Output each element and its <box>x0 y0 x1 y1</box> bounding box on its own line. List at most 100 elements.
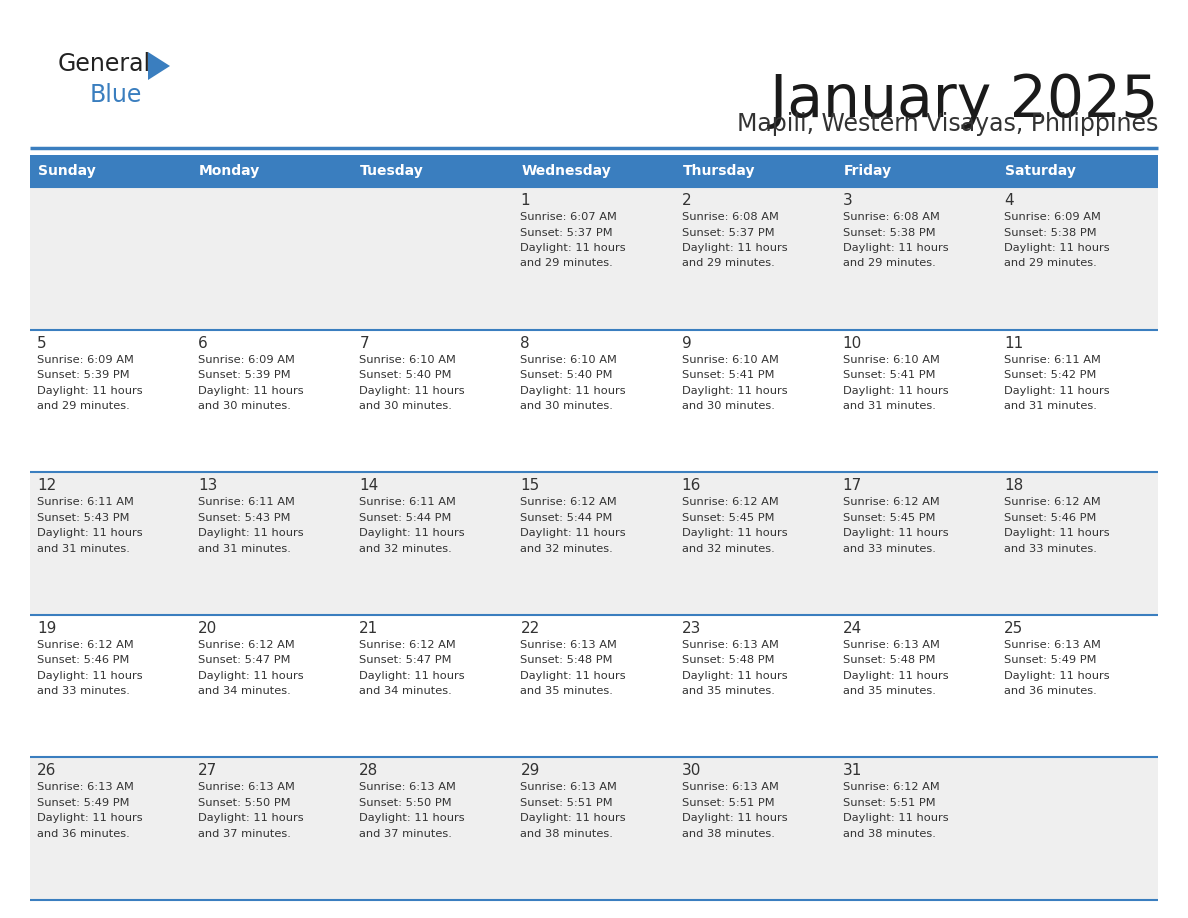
Text: Sunset: 5:41 PM: Sunset: 5:41 PM <box>842 370 935 380</box>
Text: 11: 11 <box>1004 336 1023 351</box>
Text: 13: 13 <box>198 478 217 493</box>
Bar <box>353 155 513 187</box>
Text: Friday: Friday <box>843 164 892 178</box>
Text: Daylight: 11 hours: Daylight: 11 hours <box>198 813 304 823</box>
Text: Sunset: 5:45 PM: Sunset: 5:45 PM <box>682 512 775 522</box>
Text: Sunrise: 6:13 AM: Sunrise: 6:13 AM <box>1004 640 1101 650</box>
Bar <box>30 615 1158 757</box>
Text: 6: 6 <box>198 336 208 351</box>
Text: Sunrise: 6:11 AM: Sunrise: 6:11 AM <box>359 498 456 508</box>
Text: Sunset: 5:47 PM: Sunset: 5:47 PM <box>198 655 291 666</box>
Bar <box>191 155 353 187</box>
Text: and 31 minutes.: and 31 minutes. <box>1004 401 1097 411</box>
Text: Daylight: 11 hours: Daylight: 11 hours <box>520 386 626 396</box>
Text: Sunrise: 6:13 AM: Sunrise: 6:13 AM <box>682 782 778 792</box>
Text: 2: 2 <box>682 193 691 208</box>
Text: Sunrise: 6:13 AM: Sunrise: 6:13 AM <box>359 782 456 792</box>
Text: Sunrise: 6:12 AM: Sunrise: 6:12 AM <box>842 498 940 508</box>
Text: 25: 25 <box>1004 621 1023 636</box>
Text: Daylight: 11 hours: Daylight: 11 hours <box>682 243 788 253</box>
Text: and 34 minutes.: and 34 minutes. <box>359 687 453 696</box>
Text: and 33 minutes.: and 33 minutes. <box>1004 543 1097 554</box>
Text: Sunset: 5:41 PM: Sunset: 5:41 PM <box>682 370 775 380</box>
Text: and 38 minutes.: and 38 minutes. <box>520 829 613 839</box>
Text: and 33 minutes.: and 33 minutes. <box>37 687 129 696</box>
Text: Sunrise: 6:08 AM: Sunrise: 6:08 AM <box>842 212 940 222</box>
Text: Sunrise: 6:12 AM: Sunrise: 6:12 AM <box>1004 498 1100 508</box>
Text: and 35 minutes.: and 35 minutes. <box>842 687 936 696</box>
Text: and 30 minutes.: and 30 minutes. <box>359 401 453 411</box>
Bar <box>835 155 997 187</box>
Text: Daylight: 11 hours: Daylight: 11 hours <box>842 243 948 253</box>
Text: Sunset: 5:43 PM: Sunset: 5:43 PM <box>37 512 129 522</box>
Text: Daylight: 11 hours: Daylight: 11 hours <box>682 671 788 681</box>
Text: Sunset: 5:40 PM: Sunset: 5:40 PM <box>359 370 451 380</box>
Text: Sunset: 5:51 PM: Sunset: 5:51 PM <box>842 798 935 808</box>
Text: Sunset: 5:51 PM: Sunset: 5:51 PM <box>520 798 613 808</box>
Text: and 30 minutes.: and 30 minutes. <box>682 401 775 411</box>
Text: Sunrise: 6:10 AM: Sunrise: 6:10 AM <box>682 354 778 364</box>
Text: Daylight: 11 hours: Daylight: 11 hours <box>359 386 465 396</box>
Text: and 35 minutes.: and 35 minutes. <box>520 687 613 696</box>
Text: 10: 10 <box>842 336 862 351</box>
Text: Sunrise: 6:13 AM: Sunrise: 6:13 AM <box>842 640 940 650</box>
Text: and 38 minutes.: and 38 minutes. <box>842 829 936 839</box>
Text: Sunset: 5:43 PM: Sunset: 5:43 PM <box>198 512 291 522</box>
Text: 23: 23 <box>682 621 701 636</box>
Bar <box>513 155 675 187</box>
Text: Tuesday: Tuesday <box>360 164 424 178</box>
Text: Daylight: 11 hours: Daylight: 11 hours <box>37 813 143 823</box>
Text: Sunset: 5:46 PM: Sunset: 5:46 PM <box>37 655 129 666</box>
Text: Daylight: 11 hours: Daylight: 11 hours <box>842 813 948 823</box>
Text: Daylight: 11 hours: Daylight: 11 hours <box>842 671 948 681</box>
Bar <box>30 330 1158 472</box>
Text: and 33 minutes.: and 33 minutes. <box>842 543 936 554</box>
Text: Sunset: 5:37 PM: Sunset: 5:37 PM <box>520 228 613 238</box>
Text: Sunset: 5:38 PM: Sunset: 5:38 PM <box>1004 228 1097 238</box>
Text: Daylight: 11 hours: Daylight: 11 hours <box>1004 528 1110 538</box>
Text: 29: 29 <box>520 764 539 778</box>
Text: Daylight: 11 hours: Daylight: 11 hours <box>520 528 626 538</box>
Text: Daylight: 11 hours: Daylight: 11 hours <box>198 386 304 396</box>
Text: Daylight: 11 hours: Daylight: 11 hours <box>1004 386 1110 396</box>
Text: Sunrise: 6:09 AM: Sunrise: 6:09 AM <box>1004 212 1101 222</box>
Text: Blue: Blue <box>90 83 143 107</box>
Text: Sunset: 5:44 PM: Sunset: 5:44 PM <box>359 512 451 522</box>
Text: 20: 20 <box>198 621 217 636</box>
Text: 4: 4 <box>1004 193 1013 208</box>
Text: January 2025: January 2025 <box>770 72 1158 129</box>
Text: Sunset: 5:47 PM: Sunset: 5:47 PM <box>359 655 451 666</box>
Text: Sunset: 5:46 PM: Sunset: 5:46 PM <box>1004 512 1097 522</box>
Text: Sunset: 5:48 PM: Sunset: 5:48 PM <box>842 655 935 666</box>
Text: 3: 3 <box>842 193 853 208</box>
Bar <box>997 155 1158 187</box>
Bar <box>30 187 1158 330</box>
Bar <box>30 757 1158 900</box>
Text: 28: 28 <box>359 764 379 778</box>
Text: Sunrise: 6:09 AM: Sunrise: 6:09 AM <box>37 354 134 364</box>
Text: Sunrise: 6:09 AM: Sunrise: 6:09 AM <box>198 354 295 364</box>
Text: Sunrise: 6:12 AM: Sunrise: 6:12 AM <box>359 640 456 650</box>
Text: Sunrise: 6:12 AM: Sunrise: 6:12 AM <box>682 498 778 508</box>
Bar <box>675 155 835 187</box>
Text: Sunset: 5:37 PM: Sunset: 5:37 PM <box>682 228 775 238</box>
Text: Sunrise: 6:12 AM: Sunrise: 6:12 AM <box>520 498 618 508</box>
Text: Sunset: 5:45 PM: Sunset: 5:45 PM <box>842 512 935 522</box>
Text: and 37 minutes.: and 37 minutes. <box>359 829 453 839</box>
Text: Sunrise: 6:11 AM: Sunrise: 6:11 AM <box>37 498 134 508</box>
Text: 7: 7 <box>359 336 369 351</box>
Text: 1: 1 <box>520 193 530 208</box>
Text: Sunset: 5:40 PM: Sunset: 5:40 PM <box>520 370 613 380</box>
Text: Sunrise: 6:07 AM: Sunrise: 6:07 AM <box>520 212 618 222</box>
Text: 5: 5 <box>37 336 46 351</box>
Text: 31: 31 <box>842 764 862 778</box>
Text: 15: 15 <box>520 478 539 493</box>
Text: 12: 12 <box>37 478 56 493</box>
Text: Sunrise: 6:13 AM: Sunrise: 6:13 AM <box>37 782 134 792</box>
Text: Daylight: 11 hours: Daylight: 11 hours <box>682 386 788 396</box>
Text: Sunset: 5:49 PM: Sunset: 5:49 PM <box>37 798 129 808</box>
Polygon shape <box>148 52 170 80</box>
Bar <box>30 155 191 187</box>
Text: and 29 minutes.: and 29 minutes. <box>520 259 613 268</box>
Text: Daylight: 11 hours: Daylight: 11 hours <box>37 671 143 681</box>
